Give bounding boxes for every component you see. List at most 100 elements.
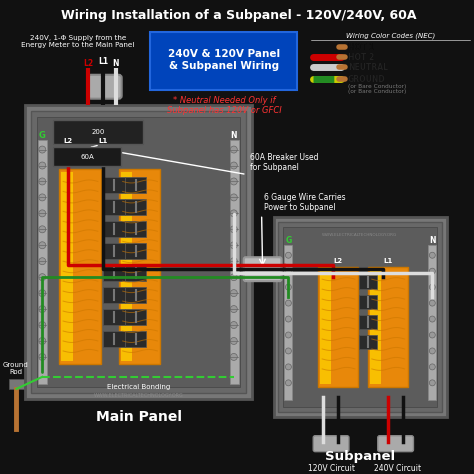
Circle shape xyxy=(39,178,46,185)
Text: NEUTRAL: NEUTRAL xyxy=(348,64,388,73)
Circle shape xyxy=(39,306,46,312)
Circle shape xyxy=(230,290,237,297)
Bar xyxy=(103,265,125,281)
Circle shape xyxy=(230,242,237,249)
Text: WWW.ELECTRICALTECHNOLOGY.ORG: WWW.ELECTRICALTECHNOLOGY.ORG xyxy=(94,393,183,398)
Circle shape xyxy=(230,178,237,185)
Circle shape xyxy=(39,290,46,297)
Text: L2: L2 xyxy=(334,258,343,264)
Circle shape xyxy=(429,380,435,386)
Text: G: G xyxy=(39,130,46,139)
Bar xyxy=(103,287,125,303)
Text: HOT 2: HOT 2 xyxy=(348,54,374,62)
Circle shape xyxy=(285,380,292,386)
Circle shape xyxy=(39,242,46,249)
Text: L1: L1 xyxy=(98,57,108,66)
Text: HOT 2: HOT 2 xyxy=(348,54,374,62)
Text: L1: L1 xyxy=(383,258,392,264)
Circle shape xyxy=(285,300,292,306)
Circle shape xyxy=(39,321,46,328)
Bar xyxy=(230,139,239,384)
Text: Subpanel: Subpanel xyxy=(325,450,395,463)
Circle shape xyxy=(285,348,292,354)
Bar xyxy=(61,173,73,361)
Circle shape xyxy=(285,364,292,370)
Circle shape xyxy=(429,252,435,258)
Text: 200: 200 xyxy=(91,128,105,135)
Bar xyxy=(53,146,121,166)
Text: 6 Gauge Wire Carries
Power to Subpanel: 6 Gauge Wire Carries Power to Subpanel xyxy=(264,193,345,212)
Text: * Neutral Needed Only if
Subpanel has 120V or GFCI: * Neutral Needed Only if Subpanel has 12… xyxy=(166,96,281,115)
FancyBboxPatch shape xyxy=(313,436,349,452)
Bar xyxy=(359,315,377,329)
Text: 240V, 1-Φ Supply from the
Energy Meter to the Main Panel: 240V, 1-Φ Supply from the Energy Meter t… xyxy=(21,36,135,48)
Text: (or Bare Conductor): (or Bare Conductor) xyxy=(348,89,406,94)
Bar xyxy=(125,331,146,347)
FancyBboxPatch shape xyxy=(378,436,413,452)
Circle shape xyxy=(230,194,237,201)
Circle shape xyxy=(230,146,237,153)
Text: (or Bare Conductor): (or Bare Conductor) xyxy=(348,84,406,89)
Bar xyxy=(359,275,377,289)
Bar xyxy=(103,221,125,237)
Circle shape xyxy=(285,332,292,338)
Circle shape xyxy=(429,284,435,290)
Circle shape xyxy=(429,332,435,338)
Bar xyxy=(53,119,143,144)
Text: Wiring Installation of a Subpanel - 120V/240V, 60A: Wiring Installation of a Subpanel - 120V… xyxy=(61,9,417,22)
Circle shape xyxy=(39,258,46,264)
Bar xyxy=(125,200,146,215)
Text: L2: L2 xyxy=(83,59,93,68)
Bar xyxy=(273,218,447,417)
Text: N: N xyxy=(112,59,119,68)
Bar xyxy=(103,309,125,325)
FancyBboxPatch shape xyxy=(150,32,297,90)
Text: GROUND: GROUND xyxy=(348,75,386,84)
Text: N: N xyxy=(230,130,237,139)
Circle shape xyxy=(230,337,237,345)
Circle shape xyxy=(39,337,46,345)
Bar xyxy=(279,222,442,412)
Circle shape xyxy=(230,273,237,281)
Bar xyxy=(125,177,146,193)
Text: NEUTRAL: NEUTRAL xyxy=(348,64,388,73)
Bar xyxy=(125,221,146,237)
Text: L1: L1 xyxy=(98,137,108,144)
Bar xyxy=(125,309,146,325)
Circle shape xyxy=(39,226,46,233)
Text: Main Panel: Main Panel xyxy=(96,410,182,424)
Bar xyxy=(103,177,125,193)
Text: 60A: 60A xyxy=(80,154,94,160)
Bar xyxy=(103,200,125,215)
Text: HOT 1: HOT 1 xyxy=(348,43,374,52)
Circle shape xyxy=(230,258,237,264)
Circle shape xyxy=(285,268,292,274)
Circle shape xyxy=(230,226,237,233)
Bar xyxy=(368,267,408,387)
Circle shape xyxy=(429,316,435,322)
Circle shape xyxy=(230,354,237,360)
Bar xyxy=(121,173,132,361)
Text: G: G xyxy=(285,236,292,245)
Text: WWW.ELECTRICALTECHNOLOGY.ORG: WWW.ELECTRICALTECHNOLOGY.ORG xyxy=(322,233,398,237)
Text: GROUND: GROUND xyxy=(348,75,386,84)
Bar xyxy=(9,379,25,389)
Circle shape xyxy=(285,252,292,258)
Bar xyxy=(320,270,331,384)
Bar xyxy=(103,331,125,347)
Circle shape xyxy=(429,300,435,306)
Bar xyxy=(284,245,292,400)
Bar xyxy=(283,228,438,407)
Bar xyxy=(38,139,47,384)
Text: HOT 1: HOT 1 xyxy=(348,43,374,52)
Bar xyxy=(103,243,125,259)
Circle shape xyxy=(230,162,237,169)
Text: 240V Circuit: 240V Circuit xyxy=(374,464,421,473)
Text: N: N xyxy=(429,236,436,245)
Circle shape xyxy=(230,210,237,217)
Bar xyxy=(59,170,101,364)
Circle shape xyxy=(39,210,46,217)
Bar xyxy=(125,243,146,259)
Circle shape xyxy=(39,273,46,281)
FancyBboxPatch shape xyxy=(88,75,122,99)
